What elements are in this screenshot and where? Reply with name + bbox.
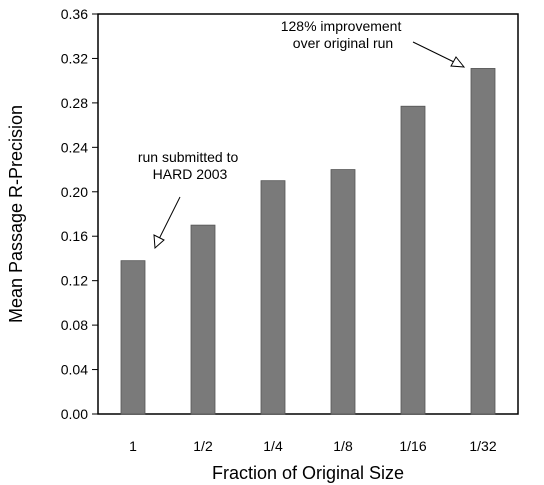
- arrow-head-icon: [450, 56, 466, 68]
- y-tick-label: 0.08: [61, 317, 88, 333]
- x-tick-label: 1/16: [399, 438, 426, 454]
- y-tick-label: 0.04: [61, 362, 88, 378]
- bar: [470, 68, 496, 415]
- arrow-head-icon: [153, 234, 165, 250]
- x-axis-title: Fraction of Original Size: [212, 463, 404, 483]
- annotation-line: run submitted to: [138, 149, 239, 165]
- y-tick-label: 0.12: [61, 273, 88, 289]
- bar-series: [120, 68, 496, 415]
- y-tick-label: 0.36: [61, 6, 88, 22]
- y-tick-label: 0.00: [61, 406, 88, 422]
- y-tick-label: 0.28: [61, 95, 88, 111]
- y-tick-label: 0.32: [61, 50, 88, 66]
- y-axis: 0.00 0.04 0.08 0.12 0.16 0.20 0.24 0.28 0.32 0.36: [61, 6, 98, 422]
- annotation-line: HARD 2003: [153, 166, 228, 182]
- y-tick-label: 0.16: [61, 228, 88, 244]
- y-axis-title: Mean Passage R-Precision: [6, 105, 26, 323]
- plot-area-frame: [97, 13, 519, 415]
- annotation-arrow-shaft: [157, 196, 181, 242]
- x-tick-label: 1/4: [263, 438, 283, 454]
- y-tick-label: 0.20: [61, 184, 88, 200]
- annotation-line: 128% improvement: [281, 18, 402, 34]
- y-tick-label: 0.24: [61, 139, 88, 155]
- annotation-line: over original run: [293, 35, 393, 51]
- x-tick-label: 1/32: [469, 438, 496, 454]
- annotation-arrow-shaft: [412, 41, 457, 64]
- bar: [330, 169, 356, 415]
- bar: [400, 105, 426, 415]
- annotation-submitted-run: run submitted to HARD 2003: [138, 149, 242, 250]
- bar: [260, 180, 286, 415]
- svg-text:128% improvement over or: 128% improvement over original run: [281, 18, 406, 51]
- bar: [190, 224, 216, 415]
- x-tick-label: 1/8: [333, 438, 353, 454]
- bar: [120, 260, 146, 415]
- annotation-improvement: 128% improvement over original run: [281, 18, 466, 68]
- svg-text:run submitted to HARD 20: run submitted to HARD 2003: [138, 149, 242, 182]
- x-tick-label: 1/2: [193, 438, 213, 454]
- x-tick-label: 1: [129, 438, 137, 454]
- x-axis: 1 1/2 1/4 1/8 1/16 1/32: [129, 438, 497, 454]
